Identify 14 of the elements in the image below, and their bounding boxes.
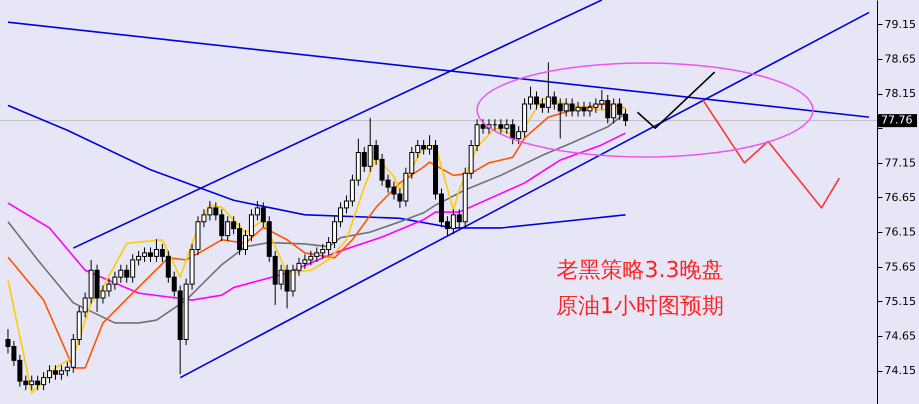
annotation: 老黑策略3.3晚盘	[556, 258, 724, 283]
line-series	[702, 98, 840, 209]
y-tick-label: 74.15	[884, 364, 916, 378]
y-tick-label: 74.65	[884, 330, 916, 343]
y-tick-label: 78.65	[884, 52, 916, 66]
ref-line-label: 77.76	[881, 114, 912, 127]
y-tick-label: 75.65	[884, 260, 916, 274]
y-tick-label: 77.15	[884, 156, 916, 170]
y-tick-label: 79.15	[884, 18, 916, 31]
annotation: 原油1小时图预期	[556, 294, 724, 319]
y-tick-label: 75.15	[884, 294, 916, 308]
y-tick-label: 76.65	[884, 190, 916, 204]
y-tick-label: 78.15	[884, 87, 916, 100]
y-tick-label: 76.15	[884, 226, 916, 239]
